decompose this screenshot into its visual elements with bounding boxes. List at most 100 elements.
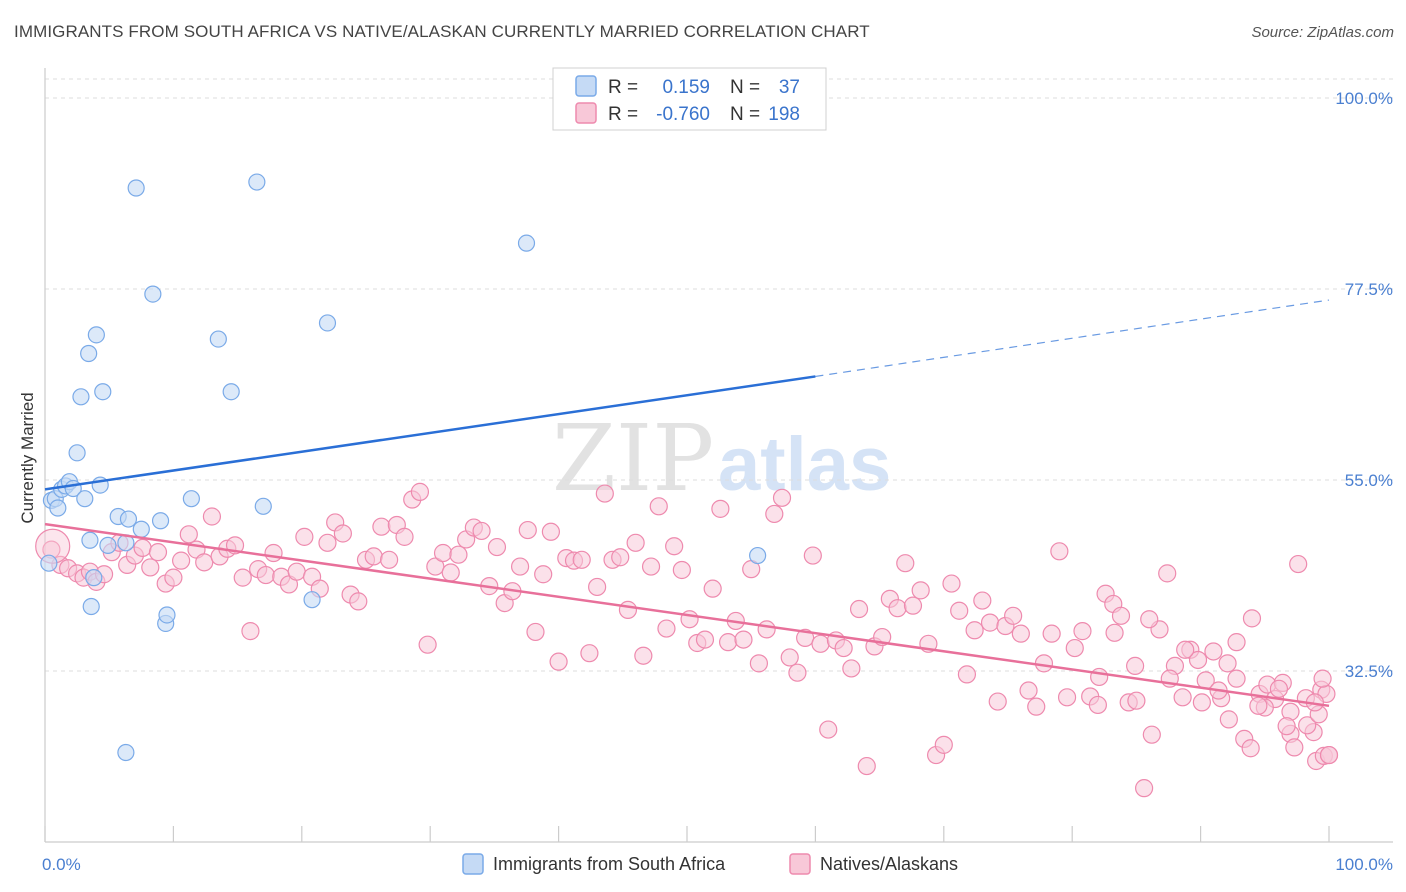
native-point-88 [718, 633, 738, 652]
native-point-65 [541, 522, 560, 541]
native-point-78 [641, 557, 661, 576]
native-point-126 [1011, 624, 1030, 643]
legend-r-label-2: R = [608, 104, 638, 125]
native-point-118 [950, 601, 969, 620]
native-point-113 [911, 581, 930, 600]
native-point-50 [426, 557, 445, 576]
axes [44, 68, 1393, 843]
native-point-46 [395, 527, 414, 546]
south-africa-point-8 [68, 444, 86, 462]
native-point-130 [1042, 624, 1061, 643]
south-africa-point-12 [81, 531, 99, 549]
watermark-zip: ZIP [552, 405, 714, 512]
native-point-110 [888, 599, 907, 618]
native-point-117 [942, 574, 961, 593]
native-point-162 [1289, 554, 1308, 574]
south-africa-point-9 [72, 388, 90, 406]
native-point-127 [1019, 681, 1038, 700]
native-point-29 [264, 543, 283, 563]
native-point-87 [711, 499, 730, 518]
native-point-14 [148, 543, 168, 562]
native-point-185 [1192, 693, 1211, 712]
south-africa-trend-line [44, 375, 816, 491]
y-tick-labels: 100.0% 77.5% 55.0% 32.5% [1335, 89, 1393, 681]
south-africa-point-0 [40, 554, 58, 572]
x-tick-labels: 0.0% 100.0% [42, 855, 1393, 874]
native-point-62 [518, 520, 537, 540]
native-point-26 [241, 622, 260, 641]
legend-n-value-2: 198 [768, 104, 800, 125]
watermark: ZIP atlas [552, 405, 891, 512]
native-point-66 [549, 652, 568, 671]
native-point-181 [1277, 717, 1296, 736]
native-point-74 [611, 548, 630, 567]
native-point-48 [410, 482, 430, 501]
native-point-98 [796, 628, 815, 647]
native-point-112 [903, 596, 923, 615]
native-point-33 [295, 527, 314, 546]
native-point-116 [934, 735, 953, 754]
native-point-143 [1142, 725, 1161, 744]
bottom-legend-swatch-pink [789, 853, 811, 875]
native-point-178 [1319, 745, 1339, 765]
south-africa-point-37 [749, 546, 767, 565]
native-point-71 [588, 577, 607, 597]
native-point-92 [749, 654, 769, 673]
native-point-141 [1127, 691, 1146, 710]
bottom-legend: Immigrants from South Africa Natives/Ala… [462, 853, 958, 875]
native-point-86 [703, 579, 722, 598]
south-africa-point-27 [158, 606, 176, 624]
south-africa-point-33 [303, 591, 321, 609]
south-africa-point-25 [151, 512, 170, 530]
south-africa-point-13 [82, 597, 100, 616]
y-tick-label-2: 55.0% [1345, 471, 1393, 490]
legend-n-value-1: 37 [779, 77, 800, 98]
native-point-186 [1176, 640, 1195, 659]
native-point-104 [842, 659, 861, 678]
native-point-189 [1126, 656, 1145, 676]
native-point-100 [811, 634, 830, 653]
native-point-94 [765, 504, 784, 524]
legend-n-label-2: N = [730, 104, 760, 125]
south-africa-points [40, 173, 767, 762]
native-point-142 [1135, 779, 1154, 798]
south-africa-point-14 [85, 569, 103, 587]
native-point-154 [1227, 633, 1246, 652]
south-africa-point-18 [99, 536, 117, 554]
legend-swatch-blue [575, 75, 597, 97]
native-point-51 [433, 543, 453, 563]
native-point-20 [195, 553, 214, 572]
x-tick-label-0: 0.0% [42, 855, 81, 874]
native-point-61 [510, 557, 530, 576]
native-point-120 [965, 621, 984, 640]
native-point-21 [202, 507, 222, 526]
legend-n-label-1: N = [730, 77, 760, 98]
native-point-128 [1027, 697, 1046, 716]
native-point-69 [572, 550, 591, 569]
native-point-190 [1105, 623, 1124, 642]
native-point-81 [665, 537, 684, 556]
native-point-36 [318, 533, 337, 552]
native-point-119 [957, 665, 977, 684]
bottom-legend-swatch-blue [462, 853, 484, 875]
bottom-legend-label-pink: Natives/Alaskans [820, 854, 958, 874]
watermark-atlas: atlas [718, 422, 891, 507]
native-point-149 [1188, 650, 1208, 670]
native-point-191 [1090, 667, 1109, 687]
native-point-95 [772, 488, 792, 507]
native-point-132 [1057, 688, 1077, 707]
south-africa-point-21 [119, 510, 138, 528]
south-africa-point-34 [318, 314, 337, 332]
native-point-17 [172, 551, 191, 570]
native-point-32 [287, 562, 306, 581]
native-point-70 [580, 644, 599, 663]
south-africa-point-30 [222, 383, 240, 401]
legend-r-value-1: 0.159 [662, 77, 710, 98]
native-point-183 [1313, 669, 1332, 688]
native-point-99 [803, 546, 822, 565]
y-tick-label-0: 100.0% [1335, 89, 1393, 108]
native-point-64 [534, 565, 553, 584]
native-point-170 [1227, 669, 1246, 688]
legend-box: R = 0.159 N = 37 R = -0.760 N = 198 [552, 67, 827, 131]
native-point-96 [780, 648, 799, 667]
